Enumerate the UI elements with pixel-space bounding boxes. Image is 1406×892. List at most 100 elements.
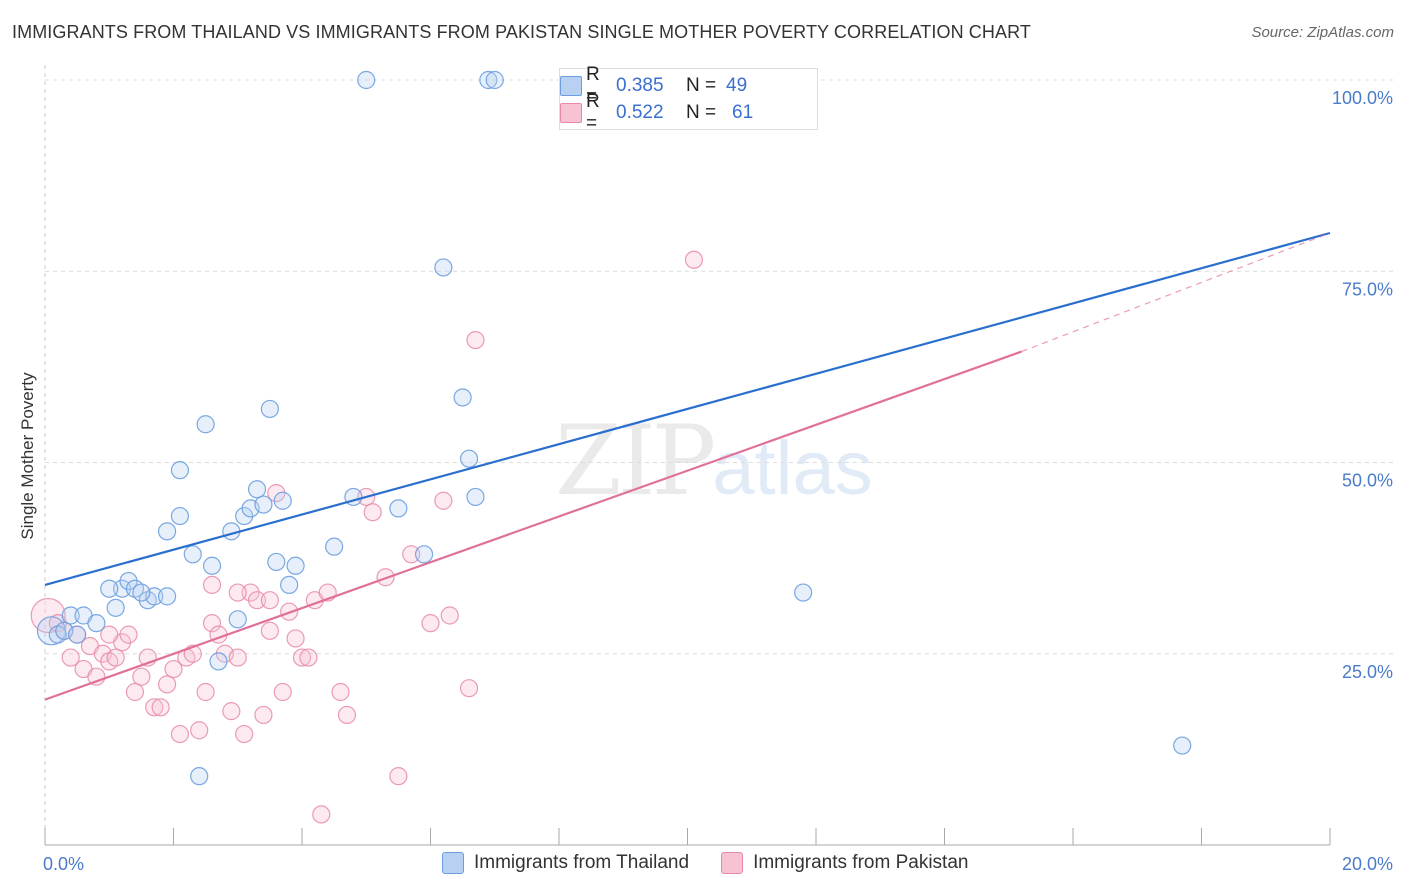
series-legend: Immigrants from Thailand Immigrants from… bbox=[442, 852, 1000, 874]
point-pakistan bbox=[119, 625, 138, 644]
legend-swatch-thailand bbox=[442, 852, 464, 874]
point-pakistan bbox=[331, 682, 350, 702]
point-pakistan bbox=[202, 575, 222, 595]
legend-row-thailand: R = 0.385 N = 49 bbox=[560, 64, 748, 107]
point-thailand bbox=[170, 506, 190, 526]
point-thailand bbox=[170, 461, 190, 480]
point-thailand bbox=[87, 614, 106, 633]
point-thailand bbox=[286, 556, 305, 575]
point-pakistan bbox=[363, 503, 382, 522]
point-pakistan bbox=[125, 682, 145, 702]
point-thailand bbox=[202, 556, 222, 575]
point-pakistan bbox=[235, 724, 254, 744]
legend-r-label: R = bbox=[586, 64, 600, 107]
point-pakistan bbox=[459, 679, 479, 698]
point-pakistan bbox=[222, 702, 241, 721]
point-thailand bbox=[1173, 736, 1192, 755]
point-thailand bbox=[61, 606, 80, 625]
point-thailand bbox=[183, 545, 202, 564]
legend-swatch-pakistan bbox=[721, 852, 744, 874]
point-pakistan bbox=[440, 606, 459, 625]
y-tick-label: 75.0% bbox=[1342, 279, 1393, 299]
x-tick-label: 20.0% bbox=[1342, 854, 1393, 874]
watermark-atlas: atlas bbox=[712, 426, 873, 511]
point-pakistan bbox=[196, 682, 215, 702]
trend-line-thailand bbox=[44, 231, 1331, 586]
point-thailand bbox=[273, 491, 292, 510]
legend-n-value: 49 bbox=[726, 75, 748, 96]
point-thailand bbox=[459, 449, 479, 468]
point-thailand bbox=[132, 583, 151, 602]
point-thailand bbox=[247, 480, 267, 499]
point-thailand bbox=[254, 495, 273, 514]
point-pakistan bbox=[164, 659, 183, 679]
trend-line-pakistan-extension bbox=[1021, 232, 1331, 353]
point-pakistan bbox=[337, 705, 357, 725]
legend-label-thailand: Immigrants from Thailand bbox=[474, 852, 690, 873]
legend-swatch-thailand bbox=[560, 76, 582, 96]
point-pakistan bbox=[100, 625, 119, 644]
point-thailand bbox=[280, 575, 299, 595]
point-pakistan bbox=[684, 250, 704, 269]
point-thailand bbox=[466, 487, 485, 507]
point-thailand bbox=[106, 598, 125, 617]
point-pakistan bbox=[145, 698, 164, 717]
point-thailand bbox=[434, 258, 453, 277]
point-pakistan bbox=[260, 591, 279, 610]
point-pakistan bbox=[228, 583, 247, 602]
legend-item-pakistan[interactable]: Immigrants from Pakistan bbox=[721, 852, 968, 874]
point-pakistan bbox=[61, 648, 80, 667]
legend-n-value: 61 bbox=[732, 102, 754, 123]
point-thailand bbox=[100, 579, 119, 598]
legend-swatch-pakistan bbox=[560, 103, 582, 123]
legend-n-label: N = bbox=[686, 102, 717, 123]
point-thailand bbox=[157, 587, 177, 606]
point-thailand bbox=[389, 499, 408, 518]
point-pakistan bbox=[247, 591, 267, 610]
point-thailand bbox=[209, 652, 228, 671]
chart-title: IMMIGRANTS FROM THAILAND VS IMMIGRANTS F… bbox=[12, 22, 1031, 42]
point-thailand bbox=[794, 583, 813, 602]
trend-line-pakistan bbox=[44, 350, 1022, 701]
point-pakistan bbox=[273, 682, 292, 702]
point-pakistan bbox=[312, 805, 331, 824]
legend-r-label: R = bbox=[586, 91, 600, 134]
axes bbox=[44, 65, 1331, 846]
grid bbox=[45, 79, 1395, 655]
point-thailand bbox=[190, 767, 209, 786]
point-pakistan bbox=[389, 767, 408, 786]
x-tick-label: 0.0% bbox=[43, 854, 84, 874]
point-thailand bbox=[357, 70, 376, 90]
point-pakistan bbox=[106, 648, 125, 667]
point-thailand bbox=[325, 537, 344, 556]
point-pakistan bbox=[170, 724, 190, 744]
point-pakistan bbox=[466, 331, 485, 350]
point-pakistan bbox=[292, 648, 312, 667]
point-pakistan bbox=[260, 621, 279, 640]
source-label: Source: ZipAtlas.com bbox=[1251, 24, 1394, 41]
legend-r-value: 0.522 bbox=[616, 102, 664, 123]
point-thailand bbox=[196, 415, 215, 434]
point-pakistan bbox=[421, 614, 440, 633]
point-thailand bbox=[479, 70, 498, 90]
point-thailand bbox=[260, 399, 279, 419]
point-pakistan bbox=[228, 648, 247, 667]
series-pakistan-points bbox=[30, 250, 704, 824]
point-thailand bbox=[267, 552, 286, 572]
point-pakistan bbox=[157, 675, 177, 694]
y-tick-label: 25.0% bbox=[1342, 662, 1393, 682]
point-pakistan bbox=[286, 629, 305, 648]
trend-lines bbox=[44, 231, 1331, 701]
series-thailand-points bbox=[36, 70, 1192, 786]
point-thailand bbox=[68, 625, 87, 644]
point-pakistan bbox=[132, 667, 151, 686]
point-thailand bbox=[414, 545, 434, 564]
legend-item-thailand[interactable]: Immigrants from Thailand bbox=[442, 852, 689, 874]
point-pakistan bbox=[202, 614, 222, 633]
point-pakistan bbox=[151, 698, 170, 717]
point-thailand bbox=[228, 610, 247, 629]
correlation-legend: R = 0.385 N = 49 R = 0.522 N = 61 bbox=[559, 64, 818, 134]
point-pakistan bbox=[254, 705, 273, 725]
tick-labels: 25.0% 50.0% 75.0% 100.0% 0.0% 20.0% bbox=[43, 88, 1393, 874]
